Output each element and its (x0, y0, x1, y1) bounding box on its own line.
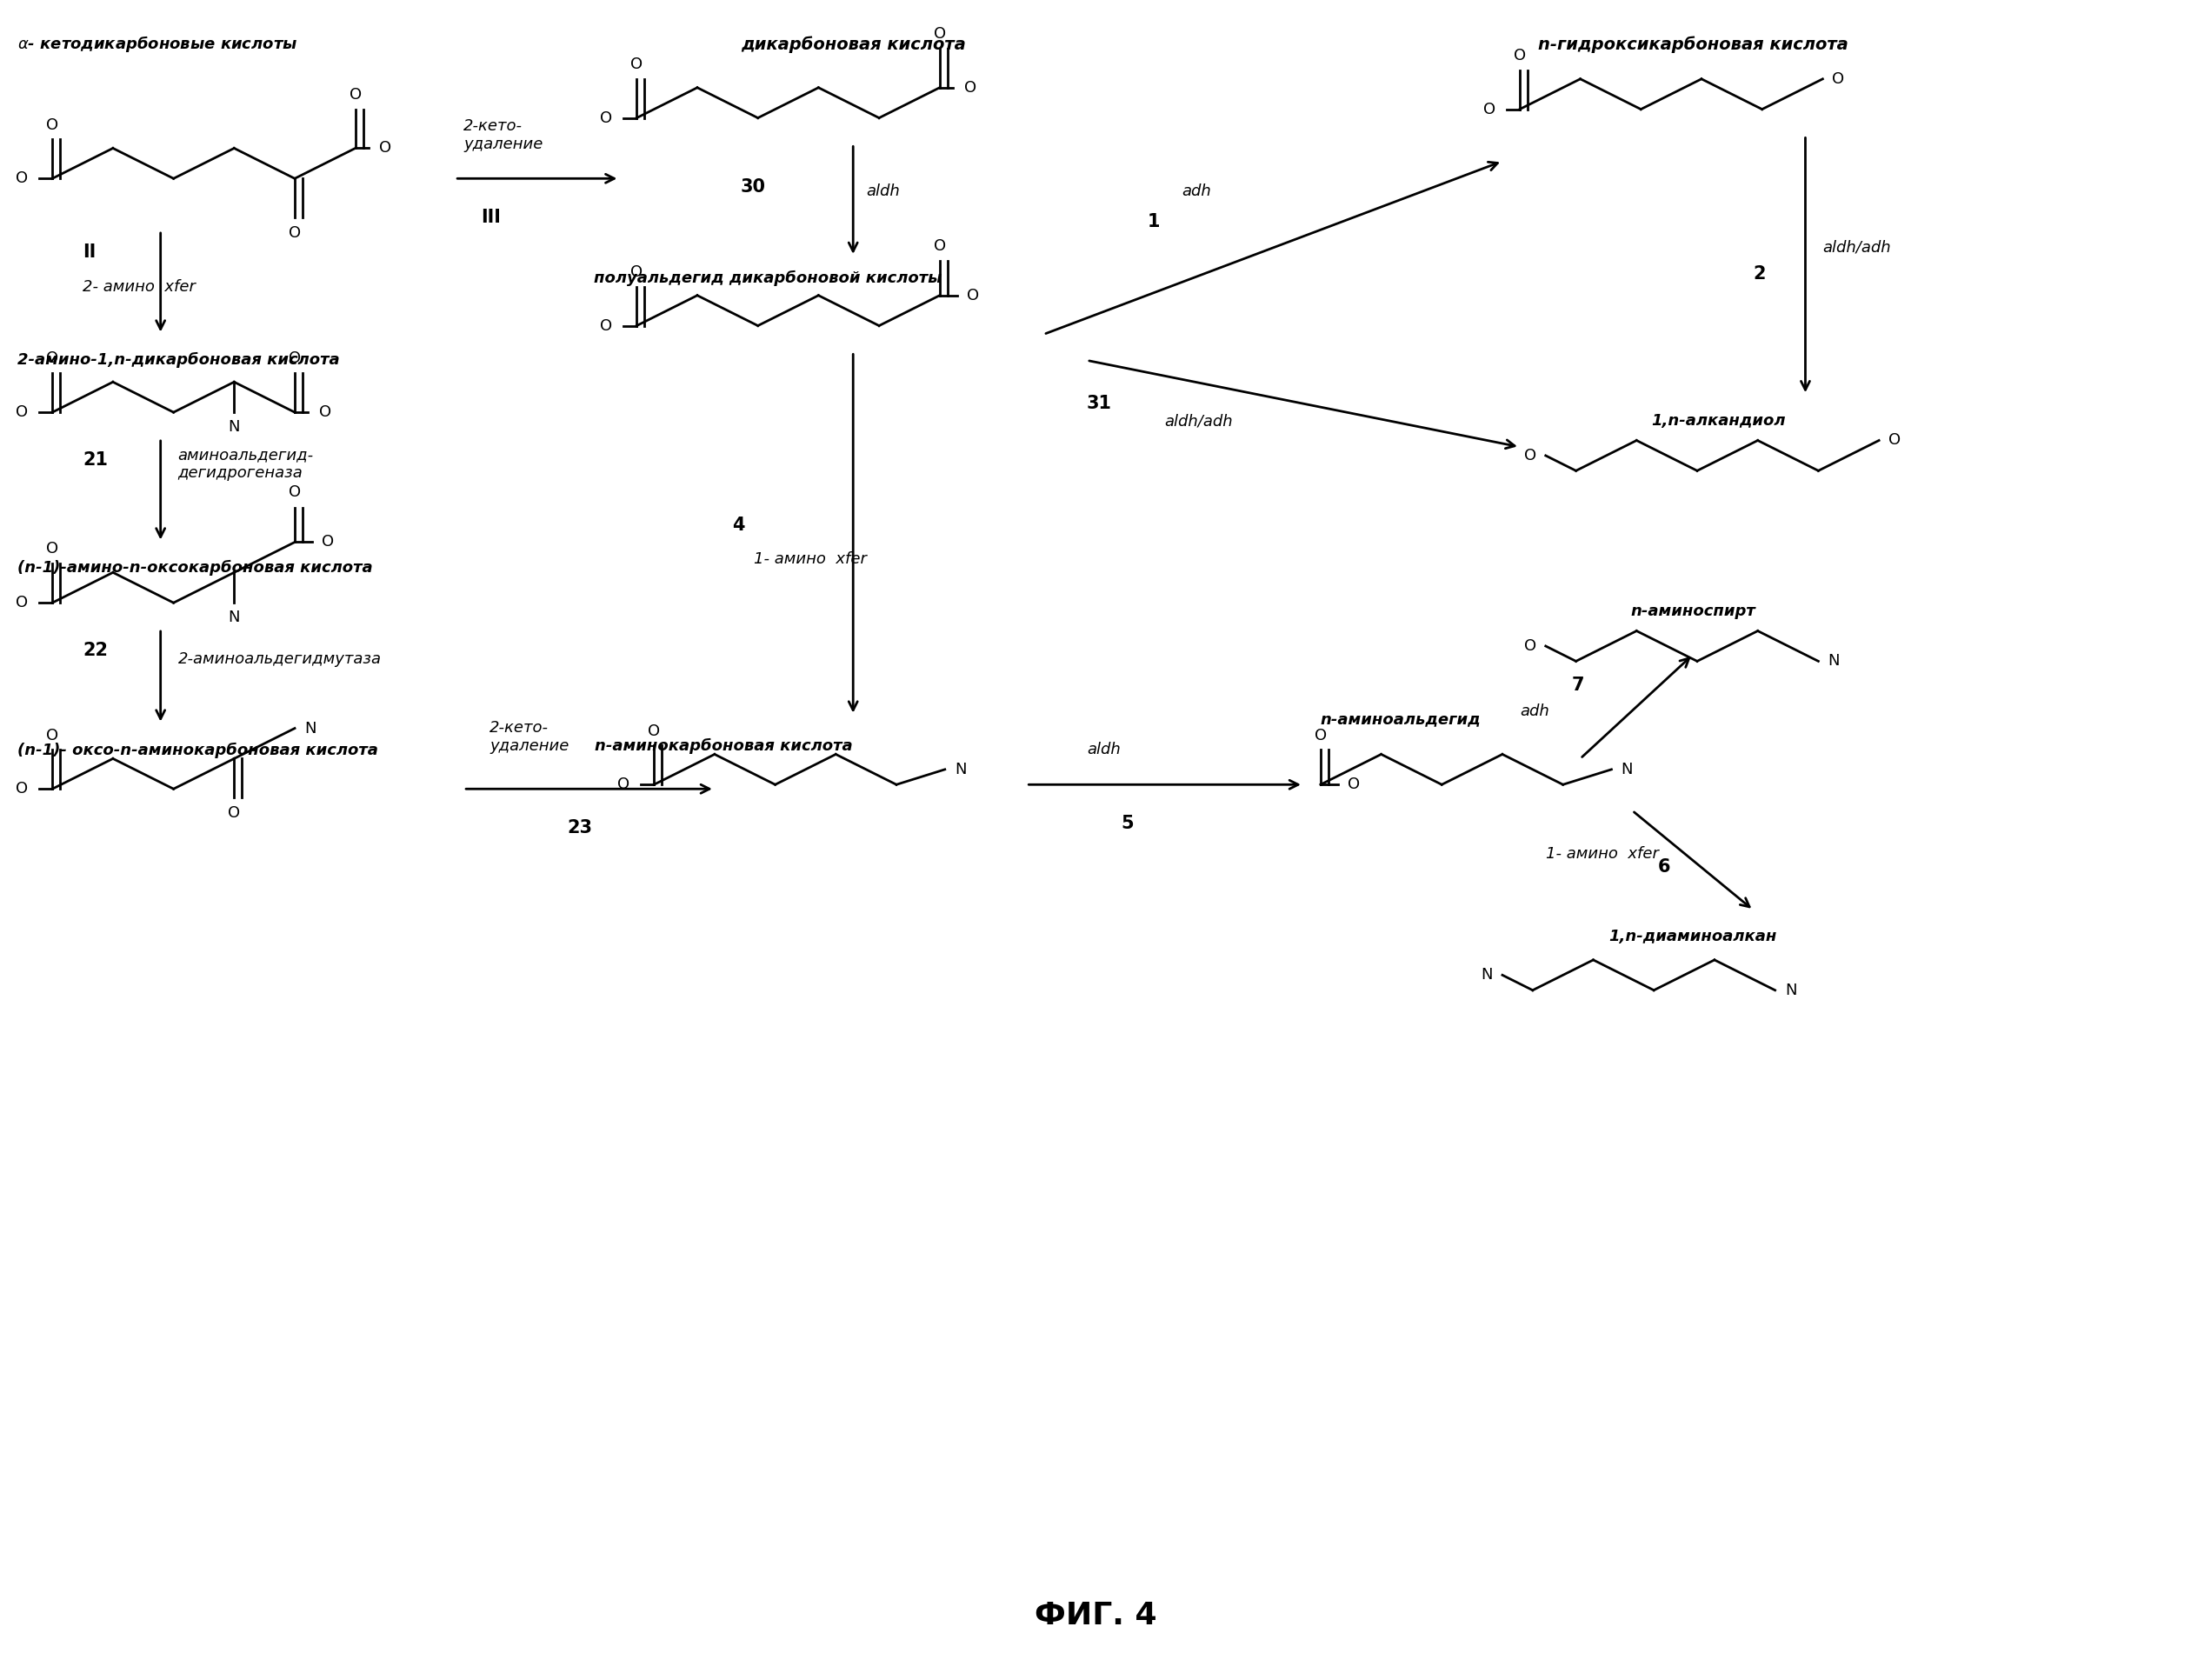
Text: N: N (1786, 983, 1797, 998)
Text: n-аминокарбоновая кислота: n-аминокарбоновая кислота (594, 738, 852, 754)
Text: aldh/adh: aldh/adh (1166, 413, 1234, 428)
Text: O: O (631, 264, 642, 281)
Text: 5: 5 (1122, 815, 1135, 832)
Text: 1,n-диаминоалкан: 1,n-диаминоалкан (1608, 929, 1777, 944)
Text: aldh: aldh (1087, 743, 1120, 758)
Text: аминоальдегид-
дегидрогеназа: аминоальдегид- дегидрогеназа (177, 447, 313, 480)
Text: O: O (933, 239, 947, 254)
Text: O: O (1483, 101, 1496, 118)
Text: 23: 23 (567, 820, 592, 837)
Text: O: O (46, 118, 59, 133)
Text: O: O (15, 595, 28, 610)
Text: O: O (46, 541, 59, 556)
Text: O: O (15, 405, 28, 420)
Text: O: O (379, 141, 392, 156)
Text: 2-аминоальдегидмутаза: 2-аминоальдегидмутаза (177, 652, 381, 667)
Text: n-аминоальдегид: n-аминоальдегид (1321, 712, 1481, 727)
Text: 1: 1 (1148, 213, 1159, 230)
Text: (n-1)-амино-n-оксокарбоновая кислота: (n-1)-амино-n-оксокарбоновая кислота (18, 559, 372, 576)
Text: O: O (322, 534, 333, 549)
Text: O: O (964, 79, 977, 96)
Text: O: O (289, 351, 300, 366)
Text: O: O (289, 484, 300, 499)
Text: adh: adh (1521, 704, 1549, 719)
Text: O: O (46, 727, 59, 743)
Text: N: N (955, 761, 966, 778)
Text: O: O (228, 805, 241, 822)
Text: дикарбоновая кислота: дикарбоновая кислота (741, 35, 966, 52)
Text: aldh/adh: aldh/adh (1823, 240, 1891, 255)
Text: 1- амино  xfer: 1- амино xfer (754, 551, 865, 568)
Text: 22: 22 (83, 642, 107, 659)
Text: O: O (618, 776, 629, 793)
Text: 31: 31 (1087, 395, 1113, 412)
Text: 2-кето-
удаление: 2-кето- удаление (489, 721, 570, 754)
Text: O: O (46, 351, 59, 366)
Text: N: N (1827, 654, 1840, 669)
Text: O: O (1832, 71, 1845, 87)
Text: $\alpha$- кетодикарбоновые кислоты: $\alpha$- кетодикарбоновые кислоты (18, 34, 298, 54)
Text: n-гидроксикарбоновая кислота: n-гидроксикарбоновая кислота (1538, 35, 1847, 52)
Text: O: O (320, 405, 331, 420)
Text: 2-амино-1,n-дикарбоновая кислота: 2-амино-1,n-дикарбоновая кислота (18, 353, 340, 368)
Text: 7: 7 (1571, 677, 1584, 694)
Text: 2- амино  xfer: 2- амино xfer (83, 279, 195, 294)
Text: N: N (305, 721, 316, 736)
Text: O: O (1889, 433, 1900, 449)
Text: 2: 2 (1753, 265, 1766, 282)
Text: 4: 4 (732, 516, 745, 534)
Text: N: N (228, 610, 241, 625)
Text: 1,n-алкандиол: 1,n-алкандиол (1652, 413, 1786, 428)
Text: O: O (631, 57, 642, 72)
Text: n-аминоспирт: n-аминоспирт (1630, 603, 1755, 620)
Text: 6: 6 (1659, 858, 1672, 875)
Text: O: O (1347, 776, 1361, 793)
Text: N: N (1621, 761, 1632, 778)
Text: O: O (933, 27, 947, 42)
Text: II: II (83, 244, 96, 260)
Text: O: O (966, 287, 979, 302)
Text: N: N (1481, 968, 1492, 983)
Text: O: O (1315, 727, 1328, 743)
Text: O: O (289, 225, 300, 240)
Text: III: III (480, 208, 502, 227)
Text: N: N (228, 420, 241, 435)
Text: (n-1)- оксо-n-аминокарбоновая кислота: (n-1)- оксо-n-аминокарбоновая кислота (18, 743, 379, 758)
Text: полуальдегид дикарбоновой кислоты: полуальдегид дикарбоновой кислоты (594, 270, 942, 286)
Text: O: O (600, 318, 613, 334)
Text: 21: 21 (83, 452, 107, 469)
Text: ФИГ. 4: ФИГ. 4 (1034, 1601, 1157, 1631)
Text: O: O (1514, 47, 1525, 64)
Text: 1- амино  xfer: 1- амино xfer (1545, 847, 1659, 862)
Text: O: O (15, 781, 28, 796)
Text: O: O (600, 111, 613, 126)
Text: O: O (649, 722, 659, 739)
Text: O: O (15, 171, 28, 186)
Text: adh: adh (1183, 183, 1212, 200)
Text: 30: 30 (741, 178, 767, 197)
Text: 2-кето-
удаление: 2-кето- удаление (464, 118, 543, 153)
Text: O: O (1525, 638, 1536, 654)
Text: aldh: aldh (865, 183, 901, 200)
Text: O: O (1525, 449, 1536, 464)
Text: O: O (348, 87, 362, 102)
